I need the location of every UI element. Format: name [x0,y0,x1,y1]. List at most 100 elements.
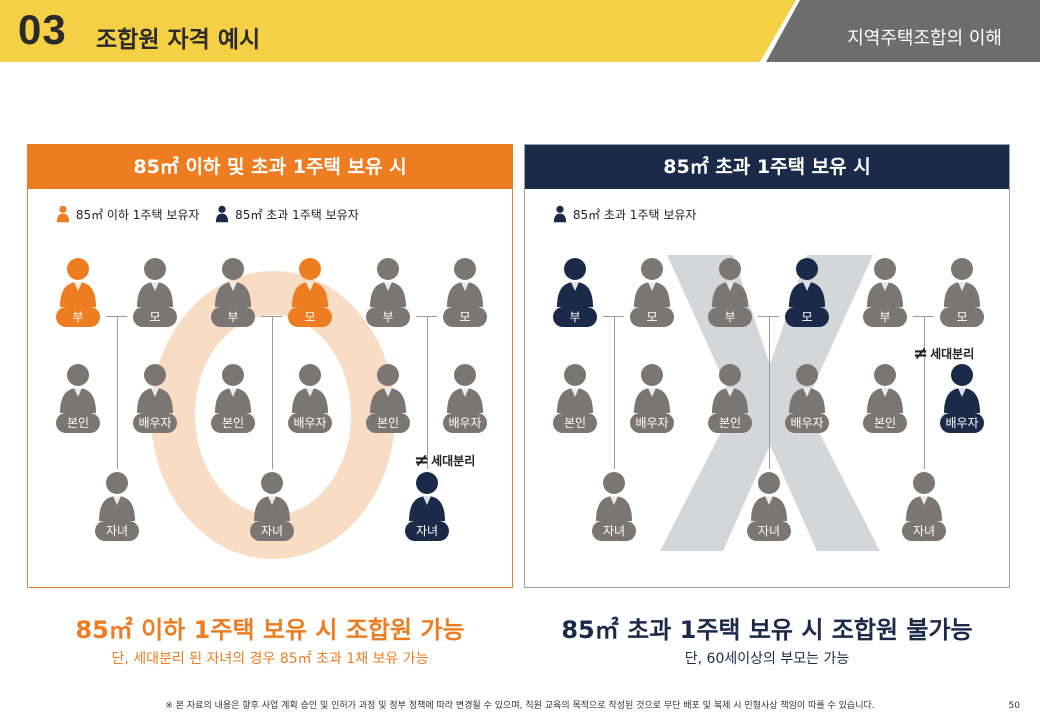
child-figure: 자녀 [747,471,791,541]
person-icon [409,472,445,521]
person-label: 배우자 [940,413,984,433]
mother-figure: 모 [940,257,984,327]
spouse-figure: 배우자 [288,363,332,433]
connector-line [117,317,118,469]
person-label: 모 [940,307,984,327]
father-figure: 부 [366,257,410,327]
person-icon [867,258,903,307]
person-icon [751,472,787,521]
person-label: 본인 [863,413,907,433]
person-icon [292,364,328,413]
legend-orange-label: 85㎡ 이하 1주택 보유자 [75,208,200,222]
spouse-figure: 배우자 [133,363,177,433]
navy-person-icon [216,205,229,223]
person-label: 부 [863,307,907,327]
not-equal-icon: ≠ [414,450,430,471]
self-figure: 본인 [708,363,752,433]
person-icon [596,472,632,521]
person-label: 배우자 [785,413,829,433]
person-label: 본인 [56,413,100,433]
mother-figure: 모 [133,257,177,327]
disclaimer: ※ 본 자료의 내용은 향후 사업 계획 승인 및 인허가 과정 및 정부 정책… [165,701,875,711]
section-number: 03 [18,6,67,53]
father-figure: 부 [863,257,907,327]
spouse-figure: 배우자 [630,363,674,433]
child-figure: 자녀 [902,471,946,541]
person-label: 배우자 [288,413,332,433]
person-icon [370,364,406,413]
father-figure: 부 [553,257,597,327]
person-icon [634,364,670,413]
person-label: 모 [443,307,487,327]
person-label: 부 [56,307,100,327]
person-icon [789,258,825,307]
person-icon [137,364,173,413]
person-label: 부 [708,307,752,327]
left-panel-title: 85㎡ 이하 및 초과 1주택 보유 시 [28,145,512,189]
person-icon [634,258,670,307]
person-icon [557,258,593,307]
mother-figure: 모 [288,257,332,327]
child-figure: 자녀 [405,471,449,541]
person-icon [60,364,96,413]
right-subcaption: 단, 60세이상의 부모는 가능 [684,651,850,667]
person-icon [944,364,980,413]
legend-navy-label: 85㎡ 초과 1주택 보유자 [572,208,697,222]
person-icon [370,258,406,307]
spouse-figure: 배우자 [785,363,829,433]
self-figure: 본인 [56,363,100,433]
person-label: 자녀 [747,521,791,541]
person-label: 본인 [553,413,597,433]
person-icon [99,472,135,521]
header: 03 조합원 자격 예시 지역주택조합의 이해 [0,0,1040,62]
spouse-figure: 배우자 [940,363,984,433]
person-label: 모 [785,307,829,327]
person-label: 모 [288,307,332,327]
person-label: 자녀 [592,521,636,541]
person-icon [944,258,980,307]
page-number: 50 [1008,701,1020,711]
right-caption: 85㎡ 초과 1주택 보유 시 조합원 불가능 [561,616,973,644]
person-label: 자녀 [250,521,294,541]
person-label: 부 [366,307,410,327]
person-icon [137,258,173,307]
person-label: 모 [630,307,674,327]
connector-line [261,316,282,317]
person-icon [712,258,748,307]
separation-label: ≠ 세대분리 [913,343,975,364]
mother-figure: 모 [785,257,829,327]
left-legend: 85㎡ 이하 1주택 보유자 85㎡ 초과 1주택 보유자 [54,205,359,223]
right-panel: 85㎡ 초과 1주택 보유 시 85㎡ 초과 1주택 보유자 부 모 부 모 부 모 본인 배… [524,144,1010,588]
connector-line [614,317,615,469]
navy-person-icon [553,205,567,223]
connector-line [769,317,770,469]
not-equal-icon: ≠ [913,343,929,364]
person-label: 부 [211,307,255,327]
left-panel: 85㎡ 이하 및 초과 1주택 보유 시 85㎡ 이하 1주택 보유자 85㎡ … [27,144,513,588]
person-icon [906,472,942,521]
person-label: 자녀 [95,521,139,541]
left-caption: 85㎡ 이하 1주택 보유 시 조합원 가능 [75,616,465,644]
person-label: 자녀 [405,521,449,541]
person-icon [215,364,251,413]
person-icon [789,364,825,413]
orange-person-icon [56,205,70,223]
child-figure: 자녀 [95,471,139,541]
person-label: 배우자 [443,413,487,433]
right-panel-title: 85㎡ 초과 1주택 보유 시 [525,145,1009,189]
header-background [0,0,1040,62]
person-icon [557,364,593,413]
self-figure: 본인 [863,363,907,433]
page-title: 조합원 자격 예시 [96,27,261,53]
person-icon [712,364,748,413]
connector-line [924,317,925,469]
father-figure: 부 [211,257,255,327]
mother-figure: 모 [443,257,487,327]
connector-line [106,316,127,317]
person-icon [447,364,483,413]
section-title: 지역주택조합의 이해 [847,28,1002,49]
father-figure: 부 [56,257,100,327]
connector-line [603,316,624,317]
self-figure: 본인 [553,363,597,433]
x-mark [655,255,885,559]
